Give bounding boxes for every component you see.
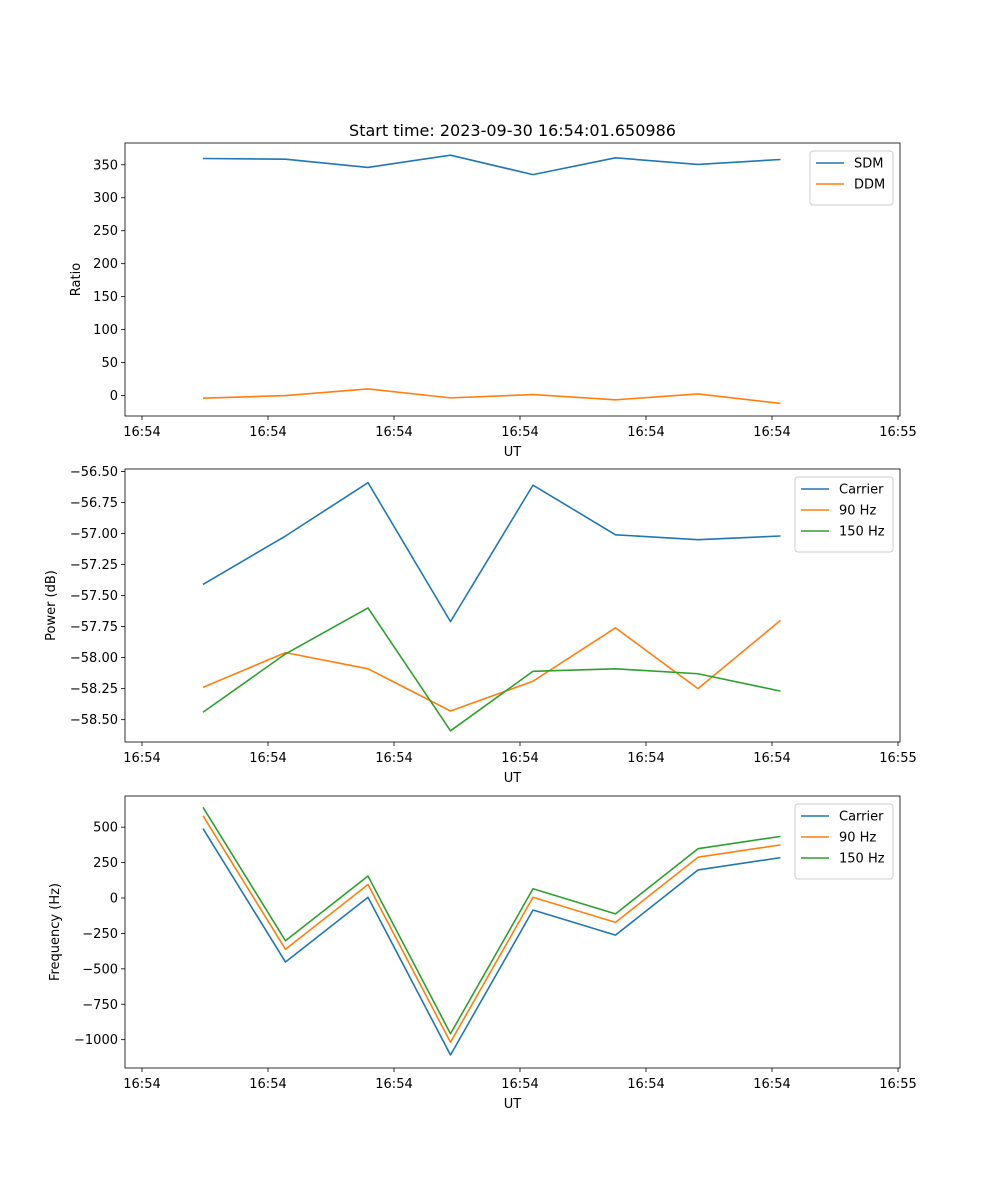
x-tick-label: 16:54 bbox=[123, 751, 160, 766]
series-line-sdm bbox=[202, 154, 781, 176]
y-tick-label: 200 bbox=[93, 257, 118, 272]
series-line-ddm bbox=[202, 388, 781, 405]
y-tick-label: −57.25 bbox=[70, 558, 118, 573]
plot-frame bbox=[124, 795, 901, 1069]
legend: SDM DDM bbox=[809, 150, 894, 206]
x-tick-label: 16:54 bbox=[627, 751, 664, 766]
legend-label: Carrier bbox=[839, 483, 884, 498]
legend-box bbox=[794, 476, 894, 553]
legend: Carrier 90 Hz 150 Hz bbox=[794, 803, 894, 880]
x-tick-label: 16:54 bbox=[123, 425, 160, 440]
subplot-3: 16:54 16:54 16:54 16:54 16:54 16:54 16:55 UT −10… bbox=[48, 795, 917, 1112]
y-tick-label: 0 bbox=[110, 389, 118, 404]
y-tick-label: −58.25 bbox=[70, 682, 118, 697]
x-tick-label: 16:54 bbox=[753, 751, 790, 766]
y-tick-label: 0 bbox=[110, 892, 118, 907]
series-line-carrier bbox=[202, 828, 781, 1056]
y-tick-label: 100 bbox=[93, 323, 118, 338]
x-tick-label: 16:54 bbox=[753, 1077, 790, 1092]
x-tick-label: 16:54 bbox=[501, 751, 538, 766]
x-tick-label: 16:54 bbox=[249, 425, 286, 440]
series-line-90-hz bbox=[202, 619, 782, 712]
legend-box bbox=[809, 150, 894, 206]
y-tick-label: −500 bbox=[82, 962, 118, 977]
legend-label: 150 Hz bbox=[839, 852, 885, 867]
plot-frame bbox=[124, 142, 901, 417]
y-tick-label: 250 bbox=[93, 856, 118, 871]
legend-box bbox=[794, 803, 894, 880]
x-tick-label: 16:54 bbox=[375, 751, 412, 766]
series-line-150-hz bbox=[202, 806, 781, 1035]
y-tick-label: −56.75 bbox=[70, 496, 118, 511]
legend-label: 150 Hz bbox=[839, 525, 885, 540]
legend: Carrier 90 Hz 150 Hz bbox=[794, 476, 894, 553]
x-tick-label: 16:54 bbox=[501, 1077, 538, 1092]
plot-frame bbox=[124, 468, 901, 743]
y-tick-label: 50 bbox=[101, 356, 118, 371]
subplots: 16:54 16:54 16:54 16:54 16:54 16:54 16:55 UT 0 50… bbox=[44, 142, 917, 1112]
subplot-1: 16:54 16:54 16:54 16:54 16:54 16:54 16:55 UT 0 50… bbox=[69, 142, 917, 460]
figure-title: Start time: 2023-09-30 16:54:01.650986 bbox=[349, 121, 676, 140]
x-tick-label: 16:54 bbox=[123, 1077, 160, 1092]
y-tick-label: 300 bbox=[93, 191, 118, 206]
subplot-2: 16:54 16:54 16:54 16:54 16:54 16:54 16:55 UT −58… bbox=[44, 465, 917, 786]
x-tick-label: 16:55 bbox=[879, 751, 916, 766]
legend-label: 90 Hz bbox=[839, 504, 876, 519]
x-axis-label: UT bbox=[504, 771, 522, 786]
series-line-150-hz bbox=[202, 607, 781, 732]
x-tick-label: 16:54 bbox=[753, 425, 790, 440]
x-tick-label: 16:54 bbox=[501, 425, 538, 440]
y-tick-label: −57.75 bbox=[70, 620, 118, 635]
x-tick-label: 16:54 bbox=[627, 1077, 664, 1092]
x-tick-label: 16:54 bbox=[375, 1077, 412, 1092]
x-tick-label: 16:54 bbox=[249, 1077, 286, 1092]
x-tick-label: 16:55 bbox=[879, 425, 916, 440]
y-axis-label: Ratio bbox=[69, 263, 84, 296]
y-tick-label: −57.50 bbox=[70, 589, 118, 604]
x-tick-label: 16:54 bbox=[375, 425, 412, 440]
legend-label: DDM bbox=[854, 178, 885, 193]
x-axis-label: UT bbox=[504, 445, 522, 460]
y-axis-label: Power (dB) bbox=[44, 570, 59, 641]
y-tick-label: 150 bbox=[93, 290, 118, 305]
y-tick-label: −750 bbox=[82, 998, 118, 1013]
series-line-90-hz bbox=[202, 815, 781, 1044]
legend-label: SDM bbox=[854, 157, 883, 172]
series-line-carrier bbox=[202, 481, 781, 623]
y-tick-label: 500 bbox=[93, 821, 118, 836]
y-axis-label: Frequency (Hz) bbox=[48, 883, 63, 981]
y-tick-label: −56.50 bbox=[70, 465, 118, 480]
x-tick-label: 16:54 bbox=[627, 425, 664, 440]
x-tick-label: 16:54 bbox=[249, 751, 286, 766]
y-tick-label: −57.00 bbox=[70, 527, 118, 542]
y-tick-label: −58.00 bbox=[70, 651, 118, 666]
x-axis-label: UT bbox=[504, 1097, 522, 1112]
y-tick-label: −58.50 bbox=[70, 713, 118, 728]
x-tick-label: 16:55 bbox=[879, 1077, 916, 1092]
y-tick-label: 350 bbox=[93, 158, 118, 173]
y-tick-label: −250 bbox=[82, 927, 118, 942]
legend-label: 90 Hz bbox=[839, 831, 876, 846]
y-tick-label: −1000 bbox=[74, 1033, 118, 1048]
legend-label: Carrier bbox=[839, 810, 884, 825]
y-tick-label: 250 bbox=[93, 224, 118, 239]
